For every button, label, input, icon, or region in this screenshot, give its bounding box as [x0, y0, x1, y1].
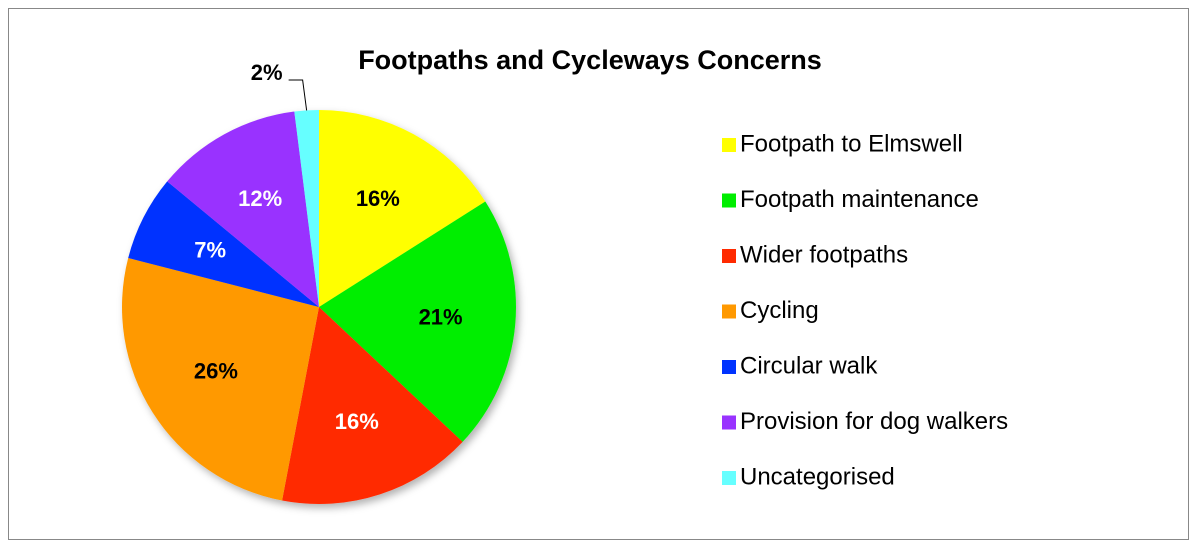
data-label: 16% [335, 409, 379, 434]
legend-label: Wider footpaths [740, 241, 908, 268]
legend-swatch [722, 304, 736, 319]
legend-label: Provision for dog walkers [740, 408, 1008, 435]
pie-slice [122, 258, 320, 501]
legend-swatch [722, 471, 736, 485]
legend-label: Circular walk [740, 352, 878, 379]
legend-label: Footpath maintenance [740, 186, 979, 213]
pie-slice [319, 110, 486, 307]
legend-label: Cycling [740, 297, 819, 324]
data-label: 21% [419, 304, 463, 329]
legend-swatch [722, 249, 736, 263]
pie [122, 110, 516, 504]
leader-line [288, 79, 308, 111]
data-label: 12% [238, 186, 282, 211]
legend-label: Footpath to Elmswell [740, 130, 963, 157]
pie-slice [282, 307, 463, 504]
legend-swatch [722, 360, 736, 374]
data-label: 2% [251, 60, 283, 85]
legend-swatch [722, 138, 736, 152]
pie-slice [319, 201, 516, 442]
data-label: 7% [194, 237, 226, 262]
pie-slice [128, 181, 319, 307]
data-label: 16% [356, 186, 400, 211]
pie-slice [294, 110, 319, 307]
chart-title: Footpaths and Cycleways Concerns [358, 45, 822, 75]
legend-swatch [722, 193, 736, 208]
legend-label: Uncategorised [740, 463, 895, 490]
pie-slice [167, 111, 319, 307]
data-label: 26% [194, 358, 238, 383]
legend-swatch [722, 415, 736, 430]
